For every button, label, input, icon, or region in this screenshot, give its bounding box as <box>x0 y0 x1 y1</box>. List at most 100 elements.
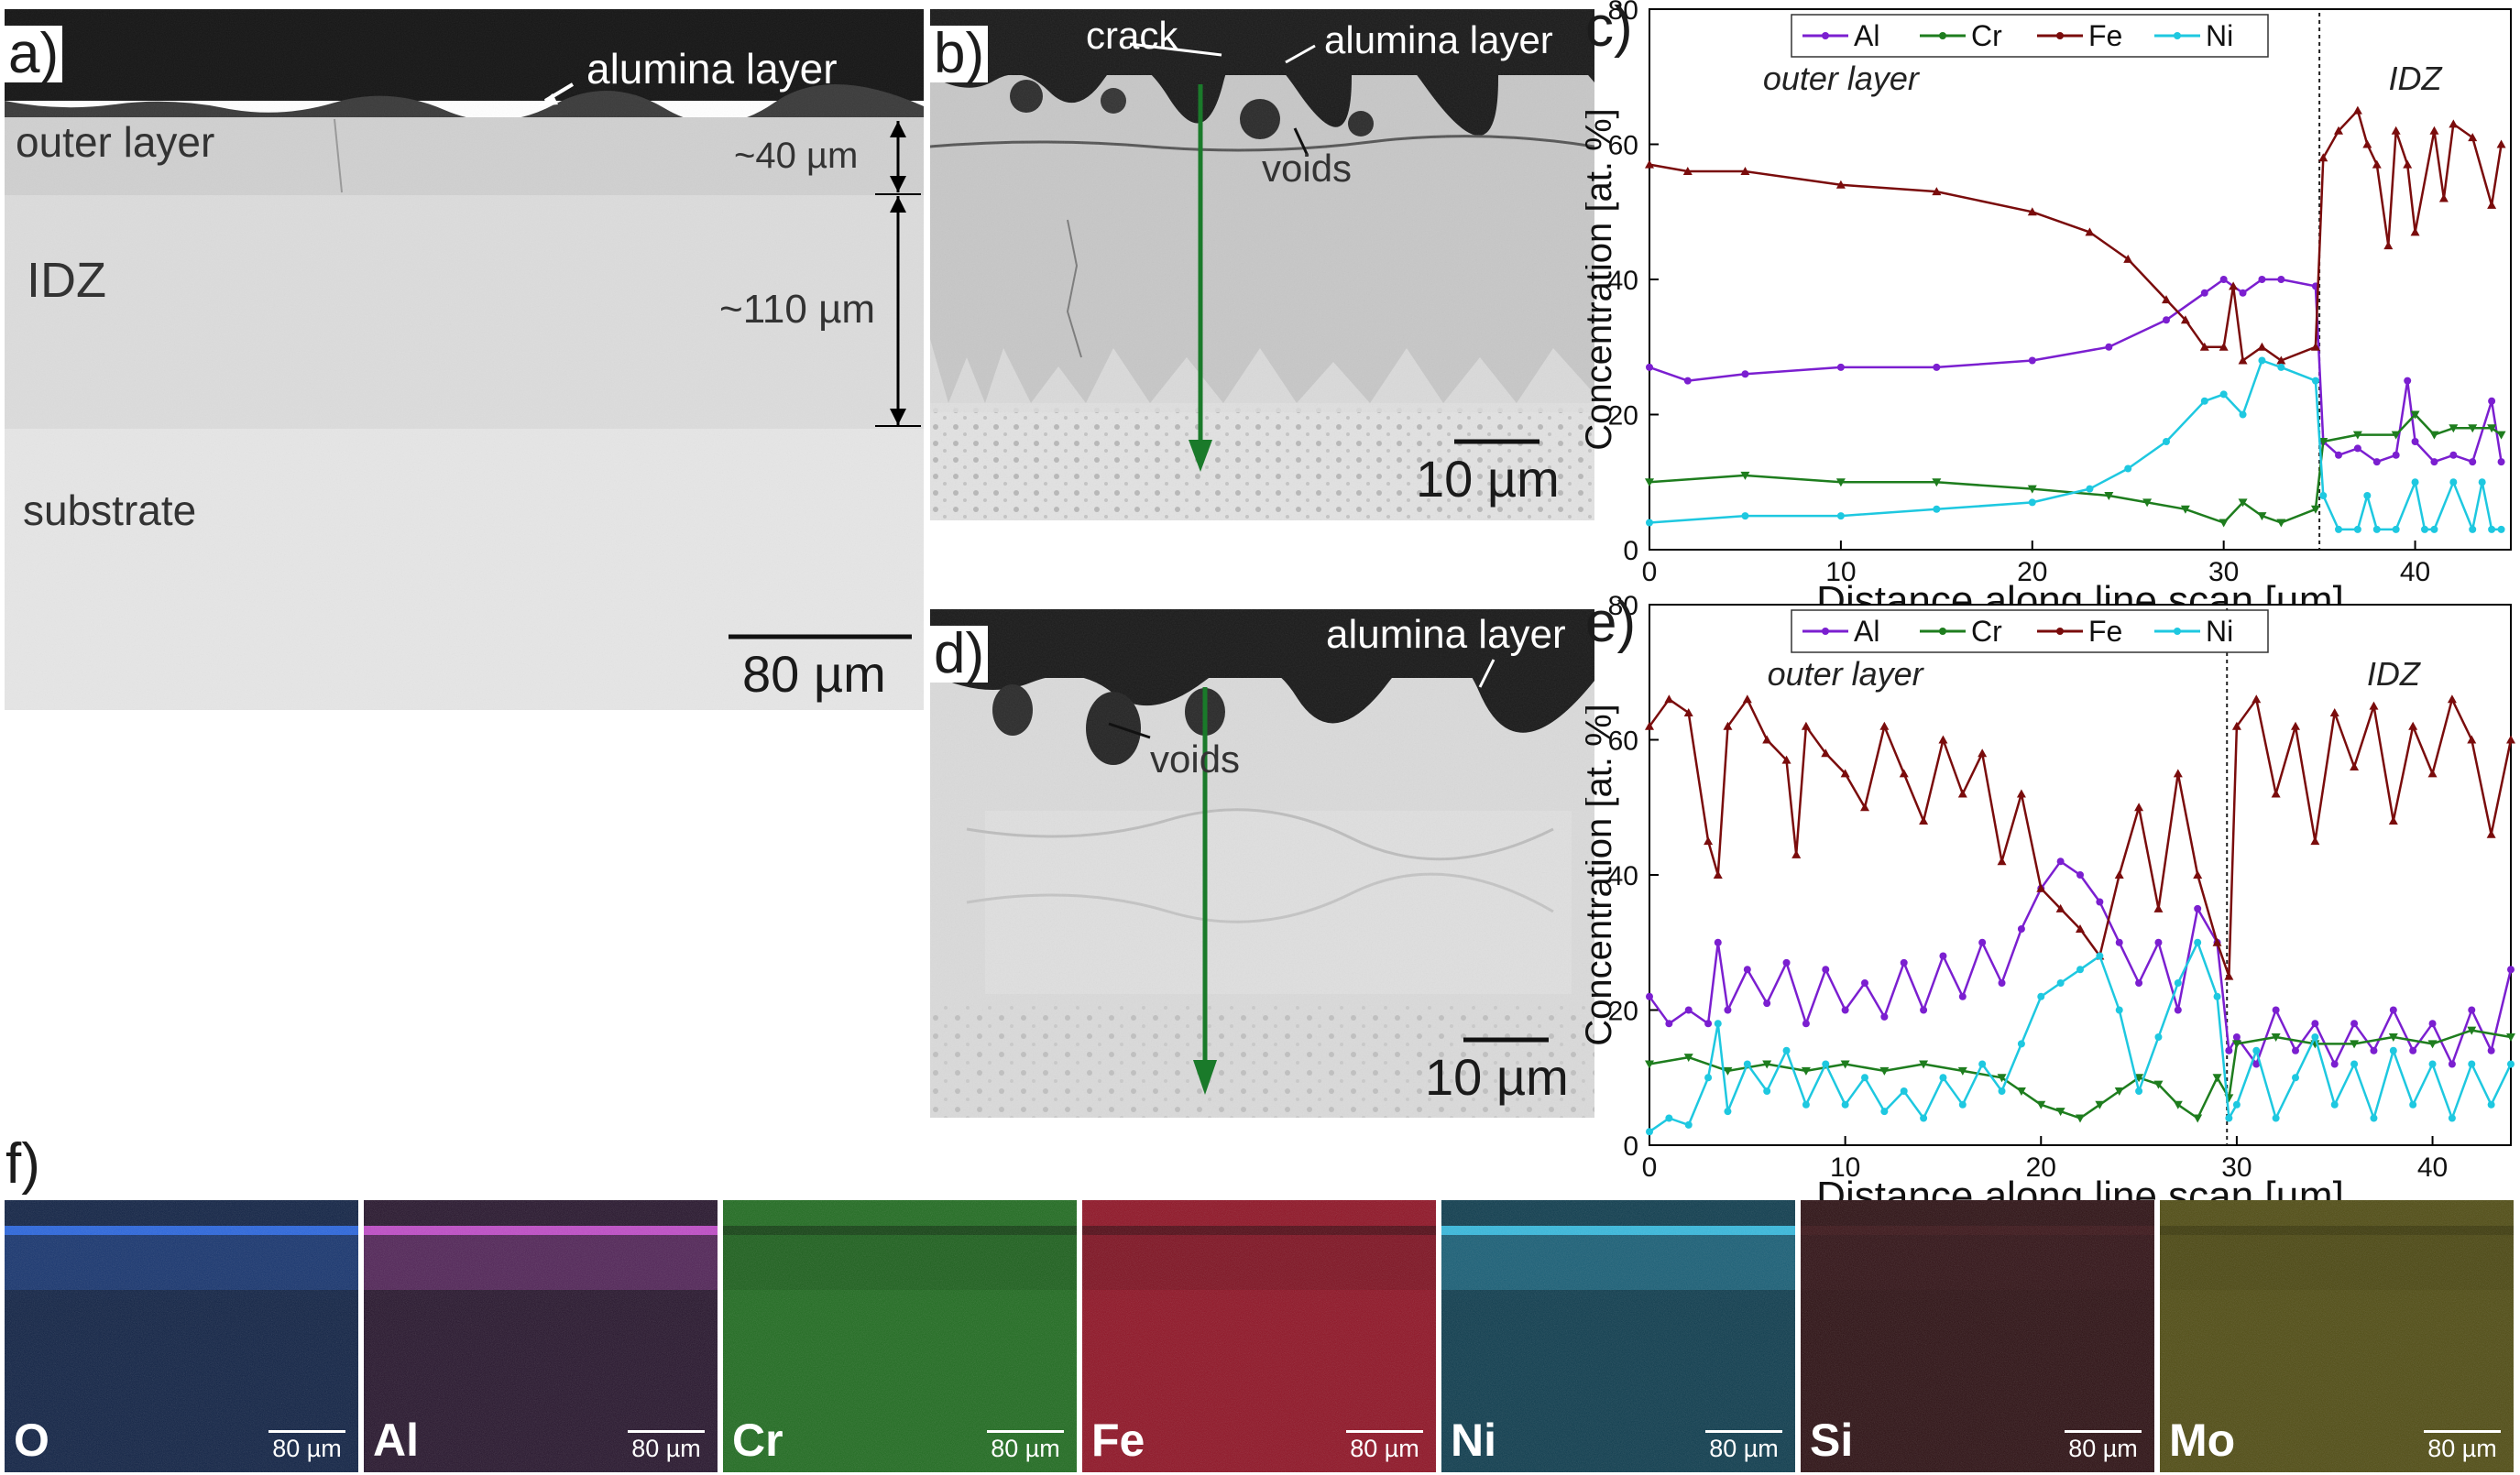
data-point-al <box>2469 458 2477 466</box>
data-point-cr <box>2238 498 2248 508</box>
data-point-cr <box>2496 431 2506 440</box>
data-point-al <box>1861 979 1868 987</box>
panel-label-f: f) <box>5 1132 40 1196</box>
data-point-cr <box>2410 410 2420 420</box>
series-line-ni <box>1649 359 2502 531</box>
series-line-fe <box>1648 698 2513 978</box>
data-point-ni <box>2409 1100 2417 1109</box>
data-point-ni <box>2037 992 2045 1000</box>
data-point-al <box>2392 451 2400 459</box>
data-point-al <box>2330 1060 2339 1068</box>
data-point-cr <box>1879 1066 1890 1076</box>
data-point-cr <box>2391 431 2401 440</box>
annotation-outer-layer: outer layer <box>16 118 215 166</box>
data-point-ni <box>2292 1074 2299 1082</box>
data-point-al <box>2370 1046 2378 1054</box>
legend-marker-ni <box>2174 32 2181 39</box>
region-label: outer layer <box>1763 60 1921 97</box>
data-point-ni <box>2219 390 2228 399</box>
data-point-fe <box>1978 748 1988 758</box>
y-axis-label: Concentration [at. %] <box>1585 704 1619 1046</box>
x-tick-label: 40 <box>2417 1153 2448 1183</box>
data-point-cr <box>2487 424 2497 433</box>
x-tick-label: 0 <box>1642 557 1658 587</box>
data-point-fe <box>1742 694 1752 704</box>
eds-scale-bar: 80 µm <box>2065 1430 2142 1463</box>
y-tick-label: 80 <box>1608 595 1638 621</box>
data-point-al <box>2277 276 2285 283</box>
data-point-al <box>1646 992 1653 1000</box>
data-point-al <box>2076 871 2084 879</box>
data-point-cr <box>2231 1040 2241 1049</box>
data-point-al <box>2194 904 2202 912</box>
data-point-ni <box>1704 1074 1713 1082</box>
panel-label-b: b) <box>930 26 989 82</box>
series-line-al <box>1648 860 2513 1065</box>
data-point-fe <box>1645 159 1654 169</box>
data-point-fe <box>2238 355 2248 365</box>
data-point-al <box>2200 289 2208 297</box>
data-point-al <box>2115 938 2123 946</box>
annotation-voids-d: voids <box>1150 738 1241 781</box>
data-point-cr <box>2276 519 2286 528</box>
data-point-fe <box>2372 159 2382 169</box>
legend-label-cr: Cr <box>1971 615 2002 648</box>
data-point-al <box>2468 1006 2476 1014</box>
data-point-fe <box>2352 105 2362 115</box>
data-point-ni <box>2232 1100 2241 1109</box>
data-point-ni <box>2448 1114 2456 1122</box>
data-point-fe <box>2408 721 2418 730</box>
data-point-al <box>1900 958 1908 967</box>
y-tick-label: 40 <box>1608 861 1638 891</box>
data-point-fe <box>2318 153 2328 162</box>
legend-marker-ni <box>2174 628 2181 635</box>
data-point-ni <box>1861 1074 1868 1082</box>
data-point-ni <box>2389 1046 2397 1054</box>
data-point-cr <box>1932 478 1942 487</box>
data-point-cr <box>1740 471 1750 480</box>
legend-marker-cr <box>1939 32 1946 39</box>
data-point-al <box>1998 979 2006 987</box>
y-tick-label: 80 <box>1608 0 1638 26</box>
region-label: IDZ <box>2389 60 2443 97</box>
data-point-cr <box>2095 1100 2105 1109</box>
data-point-cr <box>2388 1033 2398 1042</box>
eds-map-si: Si 80 µm <box>1801 1200 2154 1472</box>
data-point-fe <box>2388 816 2398 825</box>
data-point-al <box>2017 925 2025 933</box>
data-point-cr <box>2142 498 2153 508</box>
data-point-fe <box>1957 789 1967 798</box>
annotation-voids-b: voids <box>1262 147 1353 190</box>
data-point-fe <box>2276 355 2286 365</box>
data-point-ni <box>1880 1108 1889 1116</box>
eds-element-label: Cr <box>732 1415 783 1466</box>
data-point-al <box>2272 1006 2280 1014</box>
data-point-al <box>2163 316 2170 324</box>
data-point-ni <box>2096 952 2104 960</box>
data-point-ni <box>2258 356 2266 365</box>
data-point-al <box>2232 1033 2241 1041</box>
data-point-ni <box>2311 1033 2319 1041</box>
data-point-fe <box>2085 227 2095 236</box>
data-point-fe <box>2180 315 2190 324</box>
data-point-ni <box>1741 512 1749 520</box>
data-point-fe <box>2173 769 2183 778</box>
data-point-al <box>2404 377 2412 385</box>
data-point-ni <box>2372 525 2381 533</box>
data-point-fe <box>2350 762 2360 770</box>
data-point-fe <box>1938 735 1948 744</box>
data-point-fe <box>2036 883 2046 892</box>
data-point-ni <box>2507 1060 2515 1068</box>
data-point-fe <box>1879 721 1890 730</box>
data-point-fe <box>2468 133 2478 142</box>
legend-label-cr: Cr <box>1971 19 2002 52</box>
y-axis-label: Concentration [at. %] <box>1585 108 1619 451</box>
data-point-al <box>2350 1020 2359 1028</box>
data-point-cr <box>2352 431 2362 440</box>
data-point-al <box>2258 276 2266 283</box>
data-point-al <box>2497 458 2505 466</box>
y-tick-label: 40 <box>1608 266 1638 296</box>
data-point-al <box>2135 979 2143 987</box>
data-point-al <box>2372 458 2381 466</box>
annotation-crack: crack <box>1086 14 1178 57</box>
